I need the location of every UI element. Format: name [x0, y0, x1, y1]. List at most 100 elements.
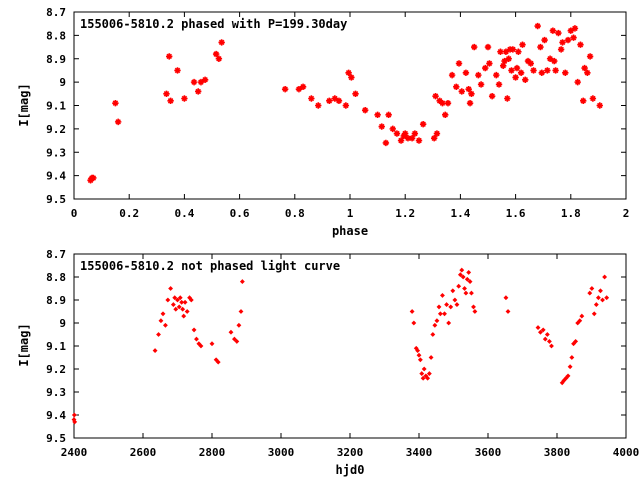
phased-data-point	[508, 67, 515, 74]
unphased-data-point	[452, 297, 458, 303]
unphased-data-point	[191, 327, 197, 333]
phased-plot-ylabel: I[mag]	[17, 83, 31, 126]
unphased-data-point	[589, 286, 595, 291]
phased-data-point	[331, 95, 339, 102]
unphased-data-point	[228, 329, 234, 335]
unphased-plot-frame	[73, 253, 627, 439]
phased-data-point	[544, 67, 551, 74]
phased-data-point	[112, 99, 119, 107]
unphased-data-point	[234, 338, 240, 344]
phased-data-point	[212, 50, 220, 58]
phased-data-point	[201, 76, 209, 83]
unphased-data-point	[503, 295, 509, 301]
phased-data-point	[295, 85, 303, 93]
phased-data-point	[345, 69, 352, 76]
phased-data-point	[453, 83, 460, 90]
phased-xtick-label: 0	[71, 207, 78, 220]
phased-data-point	[567, 27, 574, 34]
phased-data-point	[482, 64, 489, 72]
phased-data-point	[552, 67, 559, 74]
phased-ytick-label: 9.4	[46, 170, 66, 183]
unphased-data-point	[602, 274, 608, 280]
unphased-data-point	[454, 302, 460, 308]
unphased-data-point	[598, 288, 603, 294]
phased-data-point	[527, 60, 534, 67]
unphased-data-point	[456, 283, 462, 289]
unphased-data-point	[446, 320, 452, 326]
unphased-data-point	[535, 325, 541, 331]
phased-data-point	[335, 97, 343, 105]
unphased-data-point	[175, 297, 180, 303]
unphased-data-point	[176, 304, 182, 310]
unphased-data-point	[188, 297, 194, 303]
unphased-data-point	[426, 371, 432, 377]
phased-data-point	[596, 102, 603, 109]
unphased-data-point	[428, 355, 434, 360]
phased-data-point	[308, 95, 315, 102]
unphased-data-point	[238, 309, 244, 314]
unphased-data-point	[432, 322, 438, 328]
unphased-data-point	[471, 304, 476, 310]
phased-data-point	[477, 81, 485, 88]
unphased-data-point	[180, 306, 186, 312]
phased-data-point	[389, 125, 396, 133]
phased-data-point	[462, 69, 470, 76]
phased-data-point	[352, 90, 359, 98]
unphased-data-point	[593, 302, 599, 308]
phased-data-point	[455, 60, 463, 67]
phased-data-point	[215, 55, 223, 62]
phased-data-point	[281, 85, 289, 93]
unphased-data-point	[450, 288, 456, 294]
unphased-data-point	[181, 313, 187, 319]
unphased-data-point	[182, 299, 188, 305]
phased-data-point	[166, 53, 173, 60]
unphased-data-point	[160, 311, 166, 317]
unphased-data-point	[444, 302, 450, 308]
unphased-data-point	[232, 336, 237, 342]
phased-data-point	[468, 90, 475, 98]
phased-plot-title: 155006-5810.2 phased with P=199.30day	[80, 17, 347, 31]
unphased-data-point	[434, 318, 440, 324]
phased-xtick-label: 1.6	[506, 207, 526, 220]
unphased-data-point	[604, 295, 610, 301]
unphased-plot: 155006-5810.2 not phased light curve hjd…	[17, 248, 639, 477]
phased-xtick-label: 1.4	[450, 207, 470, 220]
unphased-xtick-label: 4000	[613, 446, 640, 459]
phased-data-point	[493, 71, 500, 79]
unphased-data-point	[420, 375, 426, 381]
unphased-data-point	[409, 309, 415, 314]
unphased-data-point	[172, 295, 178, 301]
phased-xtick-label: 0.8	[285, 207, 305, 220]
phased-data-point	[174, 67, 181, 74]
phased-data-point	[586, 53, 594, 60]
phased-data-point	[486, 60, 493, 67]
unphased-data-point	[573, 338, 579, 344]
unphased-plot-title: 155006-5810.2 not phased light curve	[80, 259, 340, 273]
phased-data-point	[433, 130, 441, 137]
unphased-ytick-label: 9	[59, 317, 66, 330]
phased-data-point	[502, 48, 510, 55]
unphased-data-point	[538, 329, 543, 335]
unphased-data-point	[600, 297, 605, 303]
unphased-data-point	[472, 309, 478, 314]
phased-data-point	[326, 97, 333, 105]
unphased-data-point	[71, 412, 77, 418]
phased-data-point	[571, 25, 579, 32]
phased-ytick-label: 9.1	[46, 100, 66, 113]
unphased-data-point	[411, 320, 417, 326]
unphased-xtick-label: 2400	[61, 446, 88, 459]
unphased-data-point	[170, 302, 176, 308]
phased-data-point	[195, 88, 202, 95]
unphased-data-point	[198, 343, 204, 349]
phased-xtick-label: 1	[347, 207, 354, 220]
unphased-data-point	[417, 357, 423, 363]
unphased-data-point	[163, 322, 168, 328]
phased-data-point	[557, 46, 565, 53]
phased-data-point	[181, 95, 188, 102]
unphased-data-point	[72, 419, 78, 425]
phased-data-point	[589, 95, 597, 102]
phased-data-point	[488, 92, 496, 100]
phased-data-point	[411, 130, 419, 137]
